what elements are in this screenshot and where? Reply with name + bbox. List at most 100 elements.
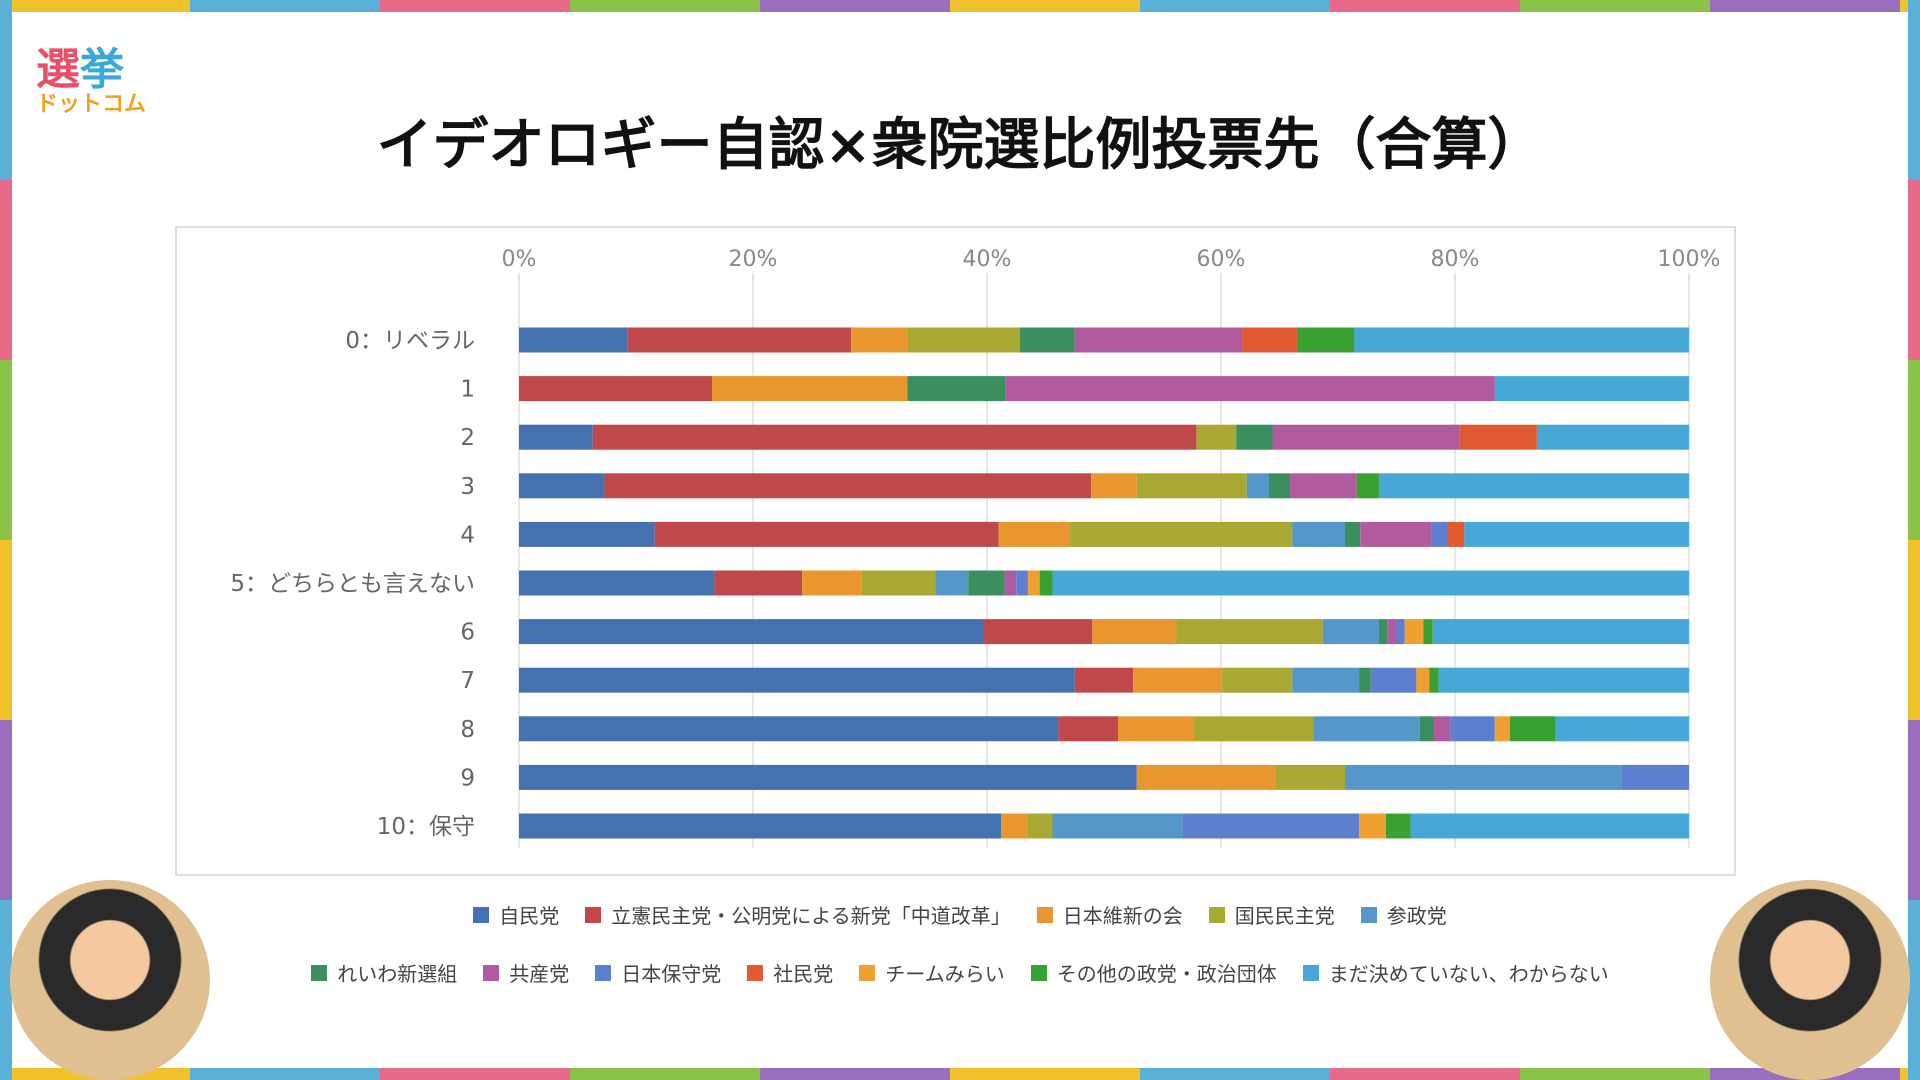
bar-segment <box>1246 473 1269 499</box>
bar-segment <box>519 473 605 499</box>
bar-segment <box>1052 570 1689 596</box>
legend-item: 共産党 <box>483 958 569 987</box>
legend-label: まだ決めていない、わからない <box>1328 962 1609 986</box>
legend-item: まだ決めていない、わからない <box>1302 958 1609 987</box>
chart-container: 0% 20% 40% 60% 80% 100% 0：リベラル 1 2 3 4 5：どちらとも言えない 6… <box>175 226 1736 876</box>
bar-segment <box>1222 667 1293 693</box>
bar-segment <box>1385 813 1411 839</box>
bar-segment <box>1345 521 1361 547</box>
category-label: 8 <box>460 717 475 743</box>
legend-item: 日本保守党 <box>595 958 721 987</box>
legend-item: 参政党 <box>1360 900 1447 929</box>
bar-segment <box>1242 327 1298 353</box>
category-label: 9 <box>460 765 475 791</box>
bar-segment <box>998 521 1071 547</box>
bar-segment <box>1236 424 1273 450</box>
category-label: 3 <box>460 474 475 500</box>
category-label: 10：保守 <box>377 814 475 840</box>
bar-segment <box>1052 813 1183 839</box>
legend-item: チームみらい <box>859 958 1005 987</box>
legend-item: 国民民主党 <box>1208 900 1335 929</box>
bar-segment <box>1509 716 1556 742</box>
bar-segment <box>1016 570 1028 596</box>
legend-swatch <box>483 964 500 981</box>
legend-label: 共産党 <box>509 962 570 986</box>
bar-segment <box>1058 716 1119 742</box>
x-tick-label: 100% <box>1658 247 1721 272</box>
bar-segment <box>1092 619 1177 645</box>
legend-swatch <box>1360 906 1377 923</box>
bar-segment <box>1292 521 1346 547</box>
legend-label: れいわ新選組 <box>337 962 458 986</box>
bar-segment <box>1378 619 1388 645</box>
legend-item: 自民党 <box>473 900 559 929</box>
bar-segment <box>1136 764 1276 790</box>
legend-swatch <box>859 964 876 981</box>
bar-segment <box>1133 667 1223 693</box>
bar-segment <box>1345 764 1622 790</box>
bar-segment <box>604 473 1092 499</box>
bar-segment <box>907 327 1020 353</box>
frame-border-bottom <box>0 1068 1920 1080</box>
bar-segment <box>1360 521 1432 547</box>
x-tick-label: 0% <box>502 247 537 272</box>
bar-segment <box>519 327 628 353</box>
bar-segment <box>1423 619 1433 645</box>
bar-segment <box>519 521 655 547</box>
legend-swatch <box>1036 906 1053 923</box>
bar-segment <box>802 570 862 596</box>
bar-segment <box>1447 521 1465 547</box>
bar-segment <box>1176 619 1323 645</box>
x-tick-label: 40% <box>963 247 1012 272</box>
category-label: 2 <box>460 425 475 451</box>
bar-segment <box>627 327 852 353</box>
bar-segment <box>1419 716 1434 742</box>
bar-segment <box>1313 716 1420 742</box>
bar-segment <box>1074 327 1243 353</box>
bar-segment <box>1196 424 1237 450</box>
category-label: 5：どちらとも言えない <box>230 571 475 597</box>
bar-segment <box>519 619 984 645</box>
legend-swatch <box>473 906 490 923</box>
bar-segment <box>1536 424 1689 450</box>
legend-label: 日本維新の会 <box>1062 904 1183 928</box>
x-tick-label: 60% <box>1197 247 1246 272</box>
bar-segment <box>1370 667 1417 693</box>
legend-label: 自民党 <box>499 904 560 928</box>
bar-segment <box>907 376 1006 402</box>
legend-label: 国民民主党 <box>1234 904 1335 928</box>
bar-segment <box>1404 619 1424 645</box>
bar-segment <box>1027 813 1053 839</box>
category-label: 6 <box>460 620 475 646</box>
bar-segment <box>1322 619 1379 645</box>
legend-label: チームみらい <box>885 962 1005 986</box>
bar-segment <box>1275 764 1346 790</box>
bar-segment <box>1432 619 1689 645</box>
bar-segment <box>1019 327 1075 353</box>
bar-segment <box>519 570 715 596</box>
bar-segment <box>654 521 999 547</box>
bar-segment <box>935 570 969 596</box>
bar-segment <box>1410 813 1689 839</box>
x-tick-label: 80% <box>1431 247 1480 272</box>
bar-segment <box>1290 473 1357 499</box>
webcam-guest-right <box>1710 880 1910 1080</box>
bar-segment <box>1292 667 1360 693</box>
legend-item: その他の政党・政治団体 <box>1030 958 1277 987</box>
logo-char-1: 選 <box>36 44 80 95</box>
legend-item: れいわ新選組 <box>311 958 457 987</box>
bar-segment <box>1494 716 1510 742</box>
legend-swatch <box>747 964 764 981</box>
webcam-host-left <box>10 880 210 1080</box>
legend-item: 社民党 <box>747 958 833 987</box>
bar-segment <box>1091 473 1137 499</box>
bar-segment <box>712 376 908 402</box>
category-label: 4 <box>460 522 475 548</box>
bar-segment <box>1268 473 1291 499</box>
senkyo-logo: 選挙 ドットコム <box>36 48 146 116</box>
category-label: 7 <box>460 668 475 694</box>
category-label: 0：リベラル <box>345 328 475 354</box>
legend-row-2: れいわ新選組 共産党 日本保守党 社民党 チームみらい その他の政党・政治団体 まだ決めてい… <box>0 958 1920 987</box>
bar-segment <box>1416 667 1430 693</box>
bar-segment <box>1354 327 1689 353</box>
